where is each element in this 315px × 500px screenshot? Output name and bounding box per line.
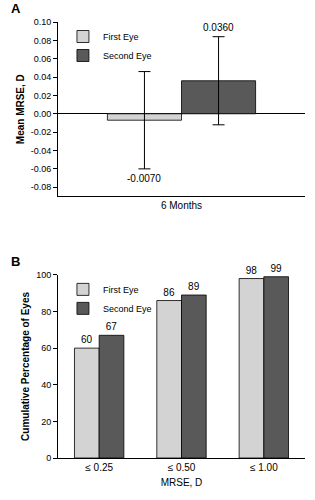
svg-text:86: 86	[163, 287, 175, 298]
svg-text:60: 60	[41, 343, 51, 353]
svg-text:≤ 1.00: ≤ 1.00	[250, 462, 278, 473]
svg-text:MRSE, D: MRSE, D	[161, 477, 203, 488]
svg-text:Second Eye: Second Eye	[103, 304, 152, 314]
svg-text:80: 80	[41, 307, 51, 317]
svg-text:0.00: 0.00	[34, 109, 52, 119]
svg-text:Mean MRSE, D: Mean MRSE, D	[15, 74, 26, 144]
svg-text:0.06: 0.06	[34, 54, 52, 64]
svg-text:0.02: 0.02	[34, 91, 52, 101]
svg-text:-0.08: -0.08	[31, 182, 52, 192]
svg-text:-0.0070: -0.0070	[127, 173, 161, 184]
svg-text:0.08: 0.08	[34, 36, 52, 46]
svg-text:-0.02: -0.02	[31, 127, 52, 137]
svg-text:-0.06: -0.06	[31, 164, 52, 174]
svg-text:Cumulative Percentage of Eyes: Cumulative Percentage of Eyes	[20, 292, 31, 441]
svg-text:99: 99	[270, 263, 282, 274]
svg-text:20: 20	[41, 417, 51, 427]
svg-text:60: 60	[81, 334, 93, 345]
svg-text:First Eye: First Eye	[103, 285, 139, 295]
svg-text:First Eye: First Eye	[103, 32, 139, 42]
svg-text:40: 40	[41, 380, 51, 390]
svg-text:67: 67	[106, 321, 118, 332]
svg-text:6 Months: 6 Months	[161, 200, 202, 211]
svg-text:0.0360: 0.0360	[203, 22, 234, 33]
svg-text:100: 100	[36, 270, 51, 280]
svg-text:-0.04: -0.04	[31, 146, 52, 156]
svg-text:0: 0	[46, 453, 51, 463]
svg-text:A: A	[11, 1, 21, 16]
svg-text:B: B	[11, 254, 20, 269]
svg-text:0.04: 0.04	[34, 72, 52, 82]
svg-text:98: 98	[246, 265, 258, 276]
svg-text:≤ 0.50: ≤ 0.50	[168, 462, 196, 473]
svg-text:≤ 0.25: ≤ 0.25	[85, 462, 113, 473]
svg-text:0.10: 0.10	[34, 17, 52, 27]
svg-text:89: 89	[188, 281, 200, 292]
svg-text:Second Eye: Second Eye	[103, 51, 152, 61]
